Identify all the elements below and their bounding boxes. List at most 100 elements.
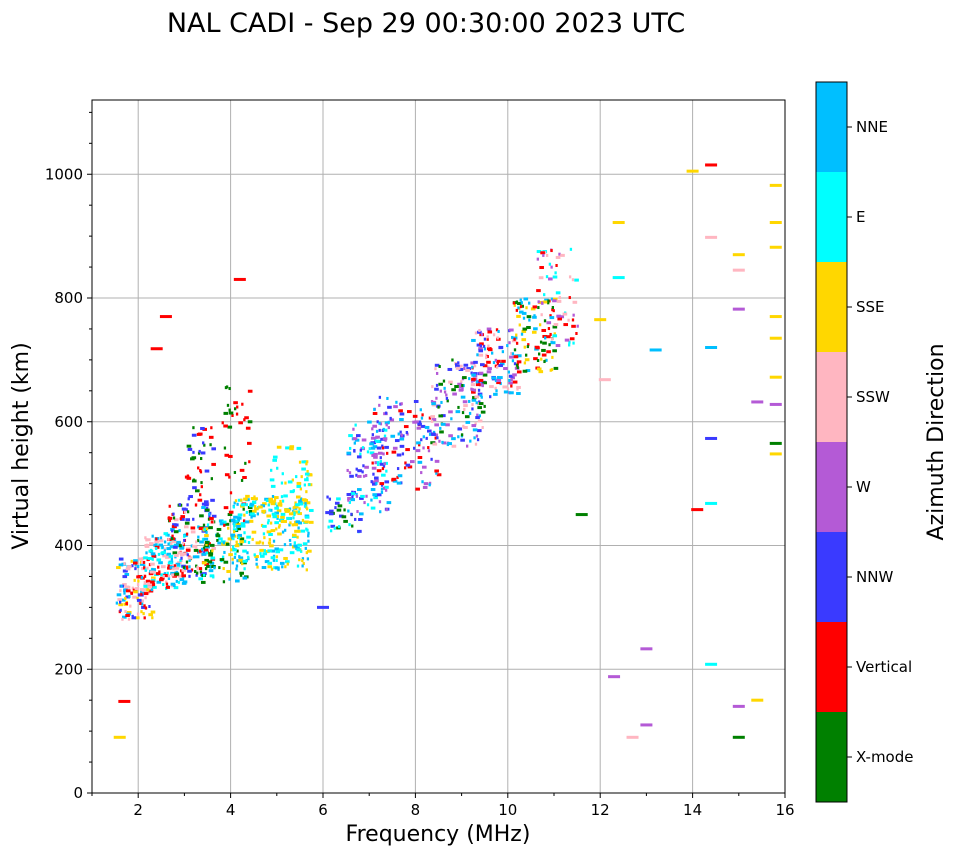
- data-point: [216, 532, 219, 536]
- data-point: [385, 423, 388, 427]
- data-point: [486, 327, 492, 331]
- data-point: [125, 595, 131, 599]
- data-point: [153, 571, 156, 575]
- data-point: [468, 411, 472, 415]
- data-point: [190, 544, 193, 548]
- data-point: [242, 576, 248, 580]
- data-point: [508, 341, 511, 345]
- data-point: [555, 255, 561, 259]
- data-point: [211, 447, 217, 451]
- data-point: [221, 520, 227, 524]
- data-point: [427, 429, 432, 433]
- y-axis: 0 200 400 600 800 1000: [45, 111, 92, 802]
- data-point: [372, 411, 378, 415]
- data-point: [197, 525, 200, 529]
- data-point: [221, 421, 224, 425]
- data-point: [210, 556, 216, 560]
- data-point: [280, 503, 283, 507]
- data-point: [268, 538, 271, 542]
- data-point: [231, 545, 235, 549]
- data-point: [409, 460, 415, 464]
- data-point: [195, 573, 198, 577]
- data-point: [163, 573, 168, 577]
- data-point: [486, 360, 491, 364]
- data-point: [438, 365, 441, 369]
- data-point: [144, 596, 147, 600]
- data-point: [382, 427, 385, 431]
- data-point: [161, 545, 164, 549]
- colorbar: X-mode Vertical NNW W SSW SSE E NNE: [815, 81, 913, 803]
- data-point: [461, 387, 464, 391]
- data-point: [283, 494, 288, 498]
- data-point: [498, 364, 503, 368]
- colorbar-segment: [816, 82, 847, 172]
- data-point: [233, 407, 237, 411]
- data-point: [151, 557, 154, 561]
- data-point: [568, 343, 571, 347]
- data-point: [202, 546, 206, 550]
- data-point: [228, 411, 234, 415]
- data-point: [464, 415, 470, 419]
- data-point: [369, 451, 375, 455]
- data-point: [223, 424, 228, 428]
- data-point: [497, 329, 500, 333]
- data-point: [264, 560, 270, 564]
- data-point: [510, 378, 513, 382]
- data-point: [205, 508, 210, 512]
- data-point: [196, 567, 200, 571]
- data-point: [387, 420, 390, 424]
- data-point: [145, 538, 151, 542]
- colorbar-label: Azimuth Direction: [924, 343, 949, 540]
- data-point: [354, 423, 357, 427]
- data-point: [177, 561, 182, 565]
- data-point: [179, 578, 185, 582]
- data-point: [686, 169, 699, 173]
- data-point: [501, 350, 505, 354]
- data-point: [359, 452, 362, 456]
- data-point: [399, 418, 404, 422]
- data-point: [556, 299, 562, 303]
- data-point: [478, 402, 484, 406]
- data-point: [172, 551, 178, 555]
- data-point: [237, 533, 243, 537]
- data-point: [296, 548, 302, 552]
- data-point: [403, 425, 409, 429]
- data-point: [232, 537, 235, 541]
- data-point: [159, 536, 163, 540]
- data-point: [541, 353, 547, 357]
- colorbar-segment: [816, 442, 847, 532]
- data-point: [208, 515, 211, 519]
- data-point: [266, 530, 272, 534]
- data-point: [608, 675, 621, 679]
- data-point: [197, 451, 201, 455]
- data-point: [199, 493, 202, 497]
- data-point: [236, 524, 241, 528]
- data-point: [348, 446, 352, 450]
- data-point: [516, 370, 522, 374]
- data-point: [274, 506, 279, 510]
- data-point: [165, 574, 171, 578]
- data-point: [470, 383, 476, 387]
- data-point: [185, 560, 189, 564]
- data-point: [457, 405, 460, 409]
- data-point: [511, 335, 514, 339]
- data-point: [208, 435, 214, 439]
- data-point: [147, 585, 153, 589]
- data-point: [477, 388, 481, 392]
- data-point: [228, 577, 231, 581]
- data-point: [769, 336, 782, 340]
- data-point: [150, 550, 154, 554]
- data-point: [305, 551, 308, 555]
- data-point: [228, 510, 234, 514]
- data-point: [391, 450, 397, 454]
- data-point: [417, 455, 423, 459]
- data-point: [521, 311, 527, 315]
- data-point: [144, 536, 147, 540]
- data-point: [376, 446, 382, 450]
- data-point: [474, 422, 477, 426]
- data-point: [361, 438, 367, 442]
- data-point: [334, 501, 340, 505]
- data-point: [732, 704, 745, 708]
- data-point: [567, 318, 570, 322]
- data-point: [379, 482, 385, 486]
